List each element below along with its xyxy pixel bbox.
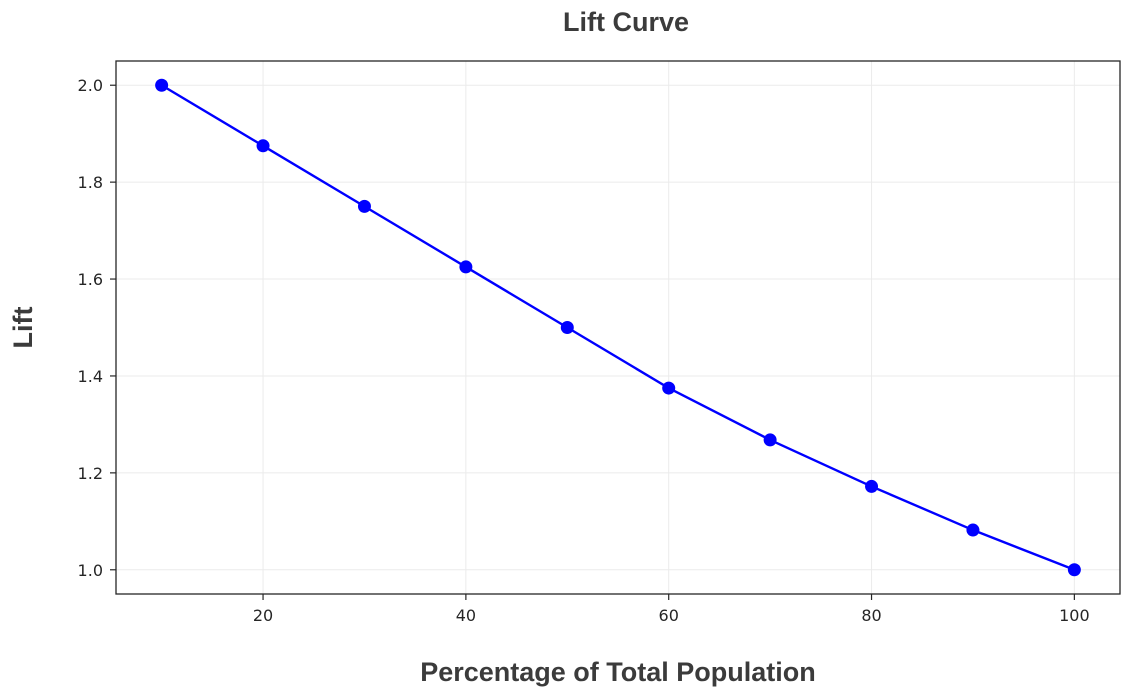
data-point: [966, 523, 980, 537]
data-point: [357, 199, 371, 213]
plot-area-frame: [115, 60, 1121, 595]
data-point: [1067, 563, 1081, 577]
lift-series-line: [161, 84, 1075, 571]
x-axis-label: Percentage of Total Population: [420, 657, 816, 687]
x-tick-label: 20: [253, 606, 273, 625]
x-tick-label: 40: [456, 606, 476, 625]
y-tick-label: 1.4: [78, 367, 103, 386]
series-layer: [155, 78, 1081, 577]
data-point: [155, 78, 169, 92]
y-tick-label: 1.2: [78, 464, 103, 483]
x-axis: 20 40 60 80 100: [253, 594, 1090, 625]
chart-title: Lift Curve: [563, 7, 689, 37]
x-tick-label: 80: [861, 606, 881, 625]
y-axis-label: Lift: [8, 307, 38, 349]
data-point: [459, 260, 473, 274]
grid: [116, 61, 1120, 594]
data-point: [256, 139, 270, 153]
x-tick-label: 60: [659, 606, 679, 625]
data-point: [865, 479, 879, 493]
x-tick-label: 100: [1059, 606, 1090, 625]
data-point: [662, 381, 676, 395]
y-tick-label: 2.0: [78, 76, 103, 95]
y-tick-label: 1.8: [78, 173, 103, 192]
y-tick-label: 1.0: [78, 561, 103, 580]
data-point: [560, 321, 574, 334]
y-axis: 1.0 1.2 1.4 1.6 1.8 2.0: [78, 76, 116, 580]
y-tick-label: 1.6: [78, 270, 103, 289]
data-point: [763, 433, 777, 447]
